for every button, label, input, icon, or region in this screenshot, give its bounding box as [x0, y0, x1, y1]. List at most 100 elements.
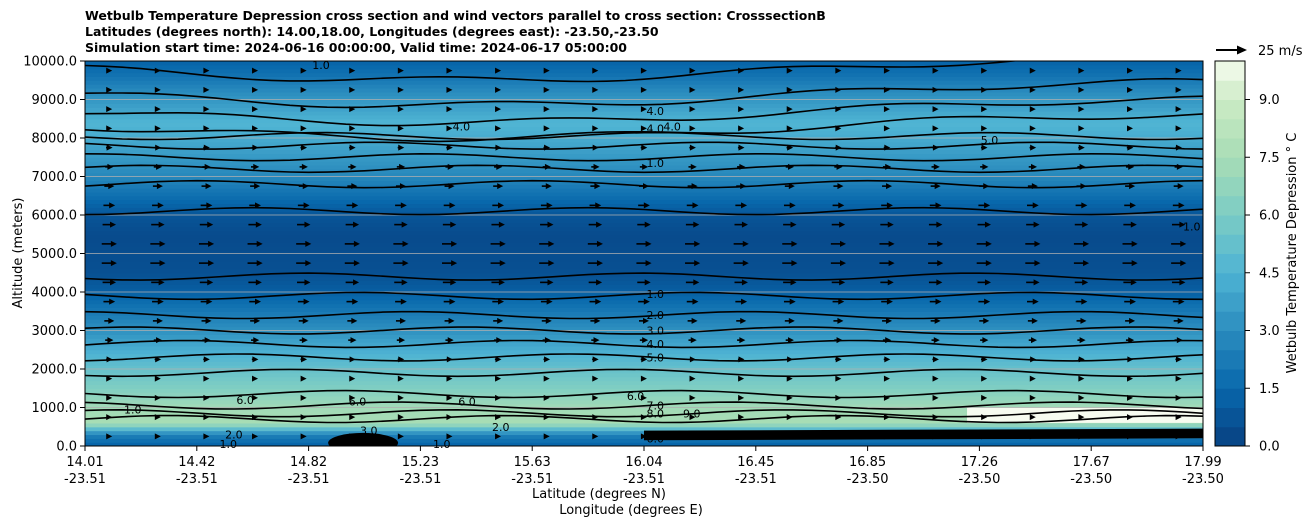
wind-arrow-head [642, 337, 649, 344]
contour-label: 1.0 [646, 157, 664, 170]
wind-arrow-head [1175, 375, 1182, 382]
x-tick-label-lat: 14.42 [178, 455, 215, 470]
fill-band [85, 411, 1203, 416]
wind-arrow-head [106, 67, 113, 74]
wind-arrow-head [353, 279, 360, 286]
wind-arrow-head [402, 260, 409, 267]
colorbar-segment [1215, 311, 1245, 331]
wind-arrow-head [446, 86, 453, 93]
wind-arrow-head [689, 125, 696, 132]
wind-arrow-head [1175, 67, 1182, 74]
wind-arrow-head [1081, 298, 1088, 305]
wind-arrow-head [305, 260, 312, 267]
fill-band [85, 234, 1203, 239]
wind-arrow-head [1127, 356, 1134, 363]
fill-band [85, 326, 1203, 332]
colorbar-segment [1215, 215, 1245, 235]
wind-arrow-head [206, 202, 213, 209]
wind-arrow-head [498, 279, 505, 286]
wind-arrow-head [738, 414, 745, 421]
contour-label: 4.0 [646, 105, 664, 118]
wind-arrow-head [1175, 356, 1182, 363]
wind-arrow-head [596, 240, 603, 247]
wind-arrow-head [790, 221, 797, 228]
wind-arrow-head [350, 163, 357, 170]
x-tick-label-lat: 14.82 [290, 455, 327, 470]
wind-arrow-head [351, 317, 358, 324]
wind-arrow-head [934, 317, 941, 324]
x-tick-label-lon: -23.50 [958, 472, 1000, 487]
wind-arrow-head [1083, 260, 1090, 267]
wind-arrow-head [592, 86, 599, 93]
contour-label: 6.0 [349, 396, 367, 409]
wind-arrow-head [984, 298, 991, 305]
wind-arrow-head [1082, 279, 1089, 286]
wind-arrow-head [937, 260, 944, 267]
wind-arrow-head [157, 298, 164, 305]
y-tick-label: 4000.0 [32, 286, 78, 301]
wind-arrow-head [787, 356, 794, 363]
wind-arrow-head [397, 375, 404, 382]
wind-arrow-head [252, 375, 259, 382]
wind-arrow-head [640, 86, 647, 93]
contour-line [85, 389, 1203, 399]
fill-band [85, 407, 1203, 412]
wind-arrow-head [155, 356, 162, 363]
wind-arrow-head [349, 67, 356, 74]
wind-arrow-head [495, 125, 502, 132]
wind-arrow-head [836, 337, 843, 344]
wind-arrow-head [256, 260, 263, 267]
wind-arrow-head [1128, 163, 1135, 170]
wind-arrow-head [203, 144, 210, 151]
wind-arrow-head [932, 414, 939, 421]
x-tick-label-lon: -23.51 [64, 472, 106, 487]
contour-label: 4.0 [663, 120, 681, 133]
wind-arrow-head [1034, 240, 1041, 247]
wind-arrow-head [984, 221, 991, 228]
wind-arrow-head [206, 298, 213, 305]
wind-arrow-head [543, 67, 550, 74]
wind-arrow-head [742, 260, 749, 267]
wind-arrow-head [353, 221, 360, 228]
wind-arrow-head [741, 221, 748, 228]
wind-arrow-head [1082, 221, 1089, 228]
fill-band [85, 372, 1203, 378]
wind-arrow-head [547, 279, 554, 286]
quiver-key-label: 25 m/s [1258, 44, 1303, 59]
wind-arrow-head [1175, 106, 1182, 113]
wind-arrow-head [884, 356, 891, 363]
wind-arrow-head [154, 125, 161, 132]
fill-band [85, 399, 1203, 405]
wind-arrow-head [303, 202, 310, 209]
colorbar-tick-label: 6.0 [1259, 209, 1280, 224]
wind-arrow-head [593, 337, 600, 344]
wind-arrow-head [887, 279, 894, 286]
wind-arrow-head [936, 279, 943, 286]
wind-arrow-head [1131, 260, 1138, 267]
wind-arrow-head [304, 221, 311, 228]
wind-arrow-head [543, 106, 550, 113]
wind-arrow-head [640, 394, 647, 401]
wind-arrow-head [738, 394, 745, 401]
wind-arrow-head [596, 260, 603, 267]
wind-arrow-head [205, 317, 212, 324]
wind-arrow-head [1179, 221, 1186, 228]
fill-band [85, 422, 1203, 428]
wind-arrow-head [885, 163, 892, 170]
contour-label: 4.0 [646, 122, 664, 135]
wind-arrow-head [400, 202, 407, 209]
wind-arrow-head [157, 202, 164, 209]
fill-band [85, 172, 1203, 178]
wind-arrow-head [446, 433, 453, 440]
wind-arrow-head [446, 144, 453, 151]
fill-band [85, 311, 1203, 316]
x-tick-label-lat: 17.67 [1073, 455, 1110, 470]
colorbar-tick-label: 7.5 [1259, 151, 1280, 166]
wind-arrow-head [984, 279, 991, 286]
y-tick-label: 8000.0 [32, 132, 78, 147]
wind-arrow-head [543, 86, 550, 93]
wind-arrow-head [203, 86, 210, 93]
contour-label: 1.0 [220, 438, 238, 451]
wind-arrow-head [640, 125, 647, 132]
